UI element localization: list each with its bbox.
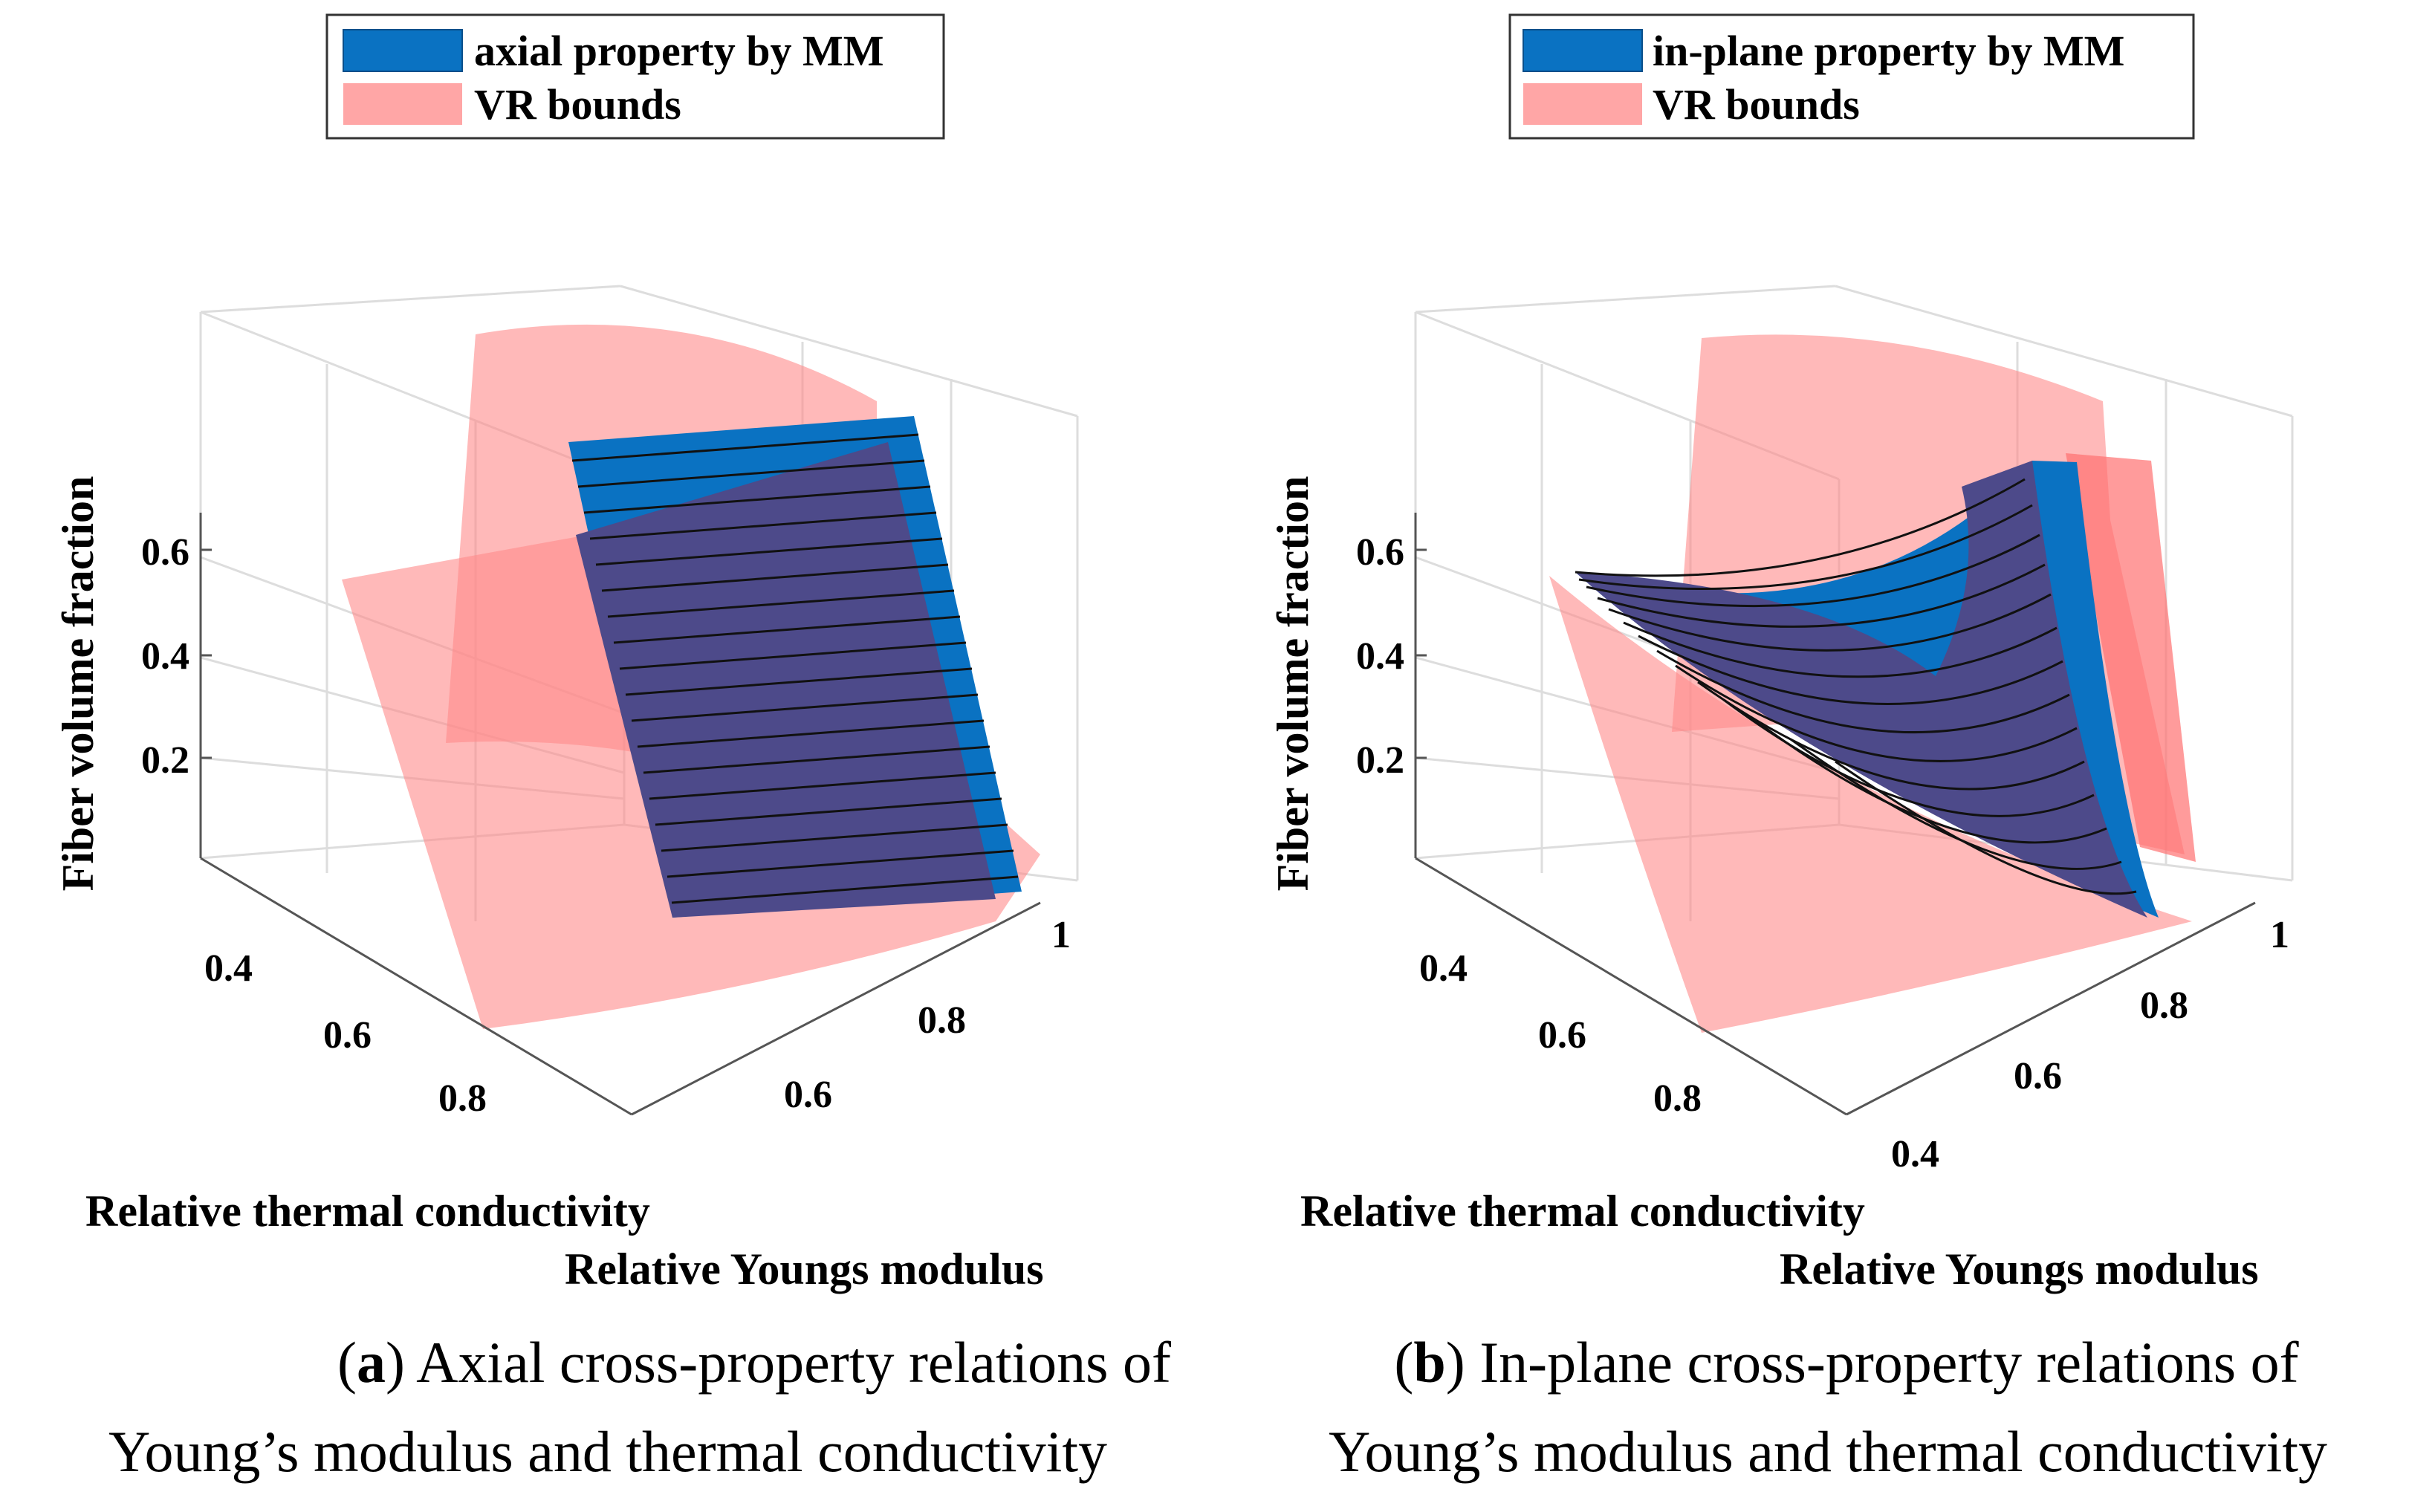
ztick-b-2: 0.6 (1356, 531, 1404, 574)
ztick-b-0: 0.2 (1356, 739, 1404, 782)
legend-b-swatch-vr (1523, 83, 1642, 125)
ylabel-b: Relative Youngs modulus (1780, 1245, 2259, 1294)
xlabel-a: Relative thermal conductivity (85, 1187, 650, 1236)
ztick-a-1: 0.4 (141, 635, 189, 678)
ytick-a-2: 1 (1051, 914, 1071, 956)
caption-b-line1: (b) In-plane cross-property relations of (1394, 1330, 2298, 1395)
ytick-b-0: 0.4 (1891, 1133, 1939, 1175)
mm-surface-a-overlap (576, 442, 996, 918)
ytick-b-2: 0.8 (2140, 984, 2188, 1027)
caption-a-line1: (a) Axial cross-property relations of (337, 1330, 1171, 1395)
ztick-a-2: 0.6 (141, 531, 189, 574)
panel-b: in-plane property by MM VR bounds (1268, 13, 2327, 1484)
ytick-b-3: 1 (2270, 914, 2289, 956)
xtick-b-1: 0.6 (1538, 1014, 1586, 1057)
mm-surface-a (568, 416, 1022, 918)
axes-a (199, 513, 1041, 1116)
ztick-a-0: 0.2 (141, 739, 189, 782)
axes-b (1414, 513, 2256, 1116)
legend-a-swatch-mm (343, 29, 463, 72)
legend-a-label-mm: axial property by MM (474, 27, 883, 75)
xtick-a-1: 0.6 (323, 1014, 372, 1057)
zlabel-b: Fiber volume fraction (1268, 476, 1317, 892)
xtick-a-2: 0.8 (438, 1077, 487, 1120)
legend-a-label-vr: VR bounds (474, 80, 681, 129)
caption-b-label: b (1413, 1330, 1445, 1395)
mm-surface-b (1575, 461, 2159, 918)
legend-a-swatch-vr (343, 83, 462, 125)
legend-b-swatch-mm (1523, 29, 1643, 72)
caption-b-line2: Young’s modulus and thermal conductivity (1329, 1419, 2327, 1484)
xtick-a-0: 0.4 (204, 947, 253, 990)
caption-a-line2: Young’s modulus and thermal conductivity (108, 1419, 1107, 1484)
panel-a: axial property by MM VR bounds (53, 13, 1171, 1484)
legend-b: in-plane property by MM VR bounds (1508, 13, 2195, 140)
caption-b-text1: ) In-plane cross-property relations of (1446, 1330, 2299, 1395)
mm-surface-b-contours (1575, 478, 2137, 895)
vr-bound-surface-b-right (2066, 453, 2196, 862)
ytick-b-1: 0.6 (2014, 1055, 2062, 1097)
ytick-a-0: 0.6 (784, 1074, 832, 1116)
xtick-b-2: 0.8 (1653, 1077, 1702, 1120)
zlabel-a: Fiber volume fraction (53, 476, 103, 892)
legend-a: axial property by MM VR bounds (325, 13, 945, 140)
ylabel-a: Relative Youngs modulus (565, 1245, 1044, 1294)
mm-surface-b-overlap (1575, 461, 2147, 918)
xtick-b-0: 0.4 (1419, 947, 1468, 990)
legend-b-label-vr: VR bounds (1653, 80, 1860, 129)
legend-b-label-mm: in-plane property by MM (1653, 27, 2124, 75)
caption-a-label: a (357, 1330, 386, 1395)
vr-bound-surface-b-front (1549, 576, 2192, 1033)
ztick-b-1: 0.4 (1356, 635, 1404, 678)
caption-a-text1: ) Axial cross-property relations of (386, 1330, 1171, 1395)
xlabel-b: Relative thermal conductivity (1300, 1187, 1865, 1236)
mm-surface-a-contours (571, 433, 1019, 904)
ytick-a-1: 0.8 (918, 999, 966, 1042)
